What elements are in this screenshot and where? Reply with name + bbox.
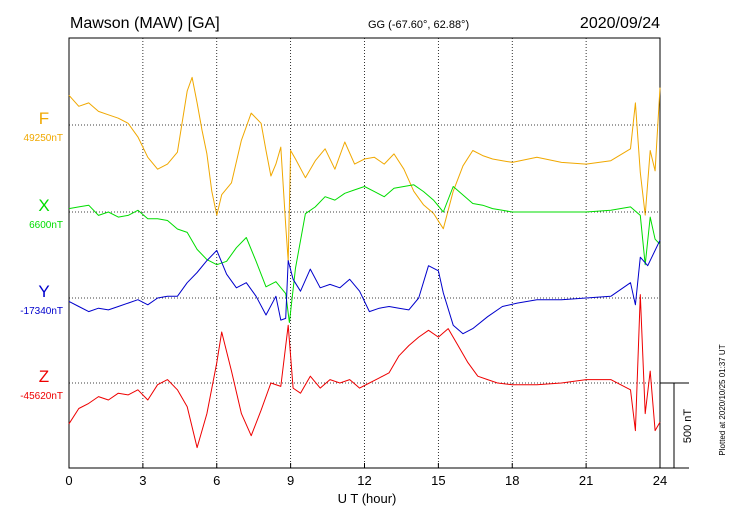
scale-bar bbox=[660, 382, 689, 469]
station-title: Mawson (MAW) [GA] bbox=[70, 15, 220, 32]
x-tick-label: 15 bbox=[431, 473, 445, 488]
series-name-x: X bbox=[38, 196, 49, 215]
x-tick-label: 21 bbox=[579, 473, 593, 488]
date-label: 2020/09/24 bbox=[580, 15, 660, 32]
series-name-z: Z bbox=[39, 367, 49, 386]
scale-bar-label: 500 nT bbox=[682, 409, 694, 444]
x-tick-label: 18 bbox=[505, 473, 519, 488]
baseline-label-z: -45620nT bbox=[20, 391, 63, 402]
x-tick-label: 12 bbox=[357, 473, 371, 488]
baseline-label-y: -17340nT bbox=[20, 306, 63, 317]
x-tick-label: 6 bbox=[213, 473, 220, 488]
plot-frame bbox=[68, 37, 661, 469]
series-line-y bbox=[68, 239, 661, 335]
series-line-z bbox=[68, 294, 661, 449]
series-name-f: F bbox=[39, 109, 49, 128]
baseline-label-x: 6600nT bbox=[29, 220, 63, 231]
series-line-f bbox=[68, 76, 661, 262]
x-tick-label: 0 bbox=[65, 473, 72, 488]
plotted-timestamp: Plotted at 2020/10/25 01:37 UT bbox=[718, 344, 727, 455]
series-line-x bbox=[68, 184, 661, 323]
x-tick-label: 9 bbox=[287, 473, 294, 488]
x-axis-ticks: 0 3 6 9 12 15 18 21 24 bbox=[65, 463, 667, 488]
baseline-label-f: 49250nT bbox=[24, 133, 63, 144]
series-name-y: Y bbox=[38, 282, 49, 301]
coordinates-label: GG (-67.60°, 62.88°) bbox=[368, 19, 469, 31]
x-tick-label: 24 bbox=[653, 473, 667, 488]
x-tick-label: 3 bbox=[139, 473, 146, 488]
x-axis-label: U T (hour) bbox=[338, 491, 397, 506]
series-group: F 49250nT X 6600nT Y -17340nT Z -45620nT bbox=[20, 76, 661, 449]
